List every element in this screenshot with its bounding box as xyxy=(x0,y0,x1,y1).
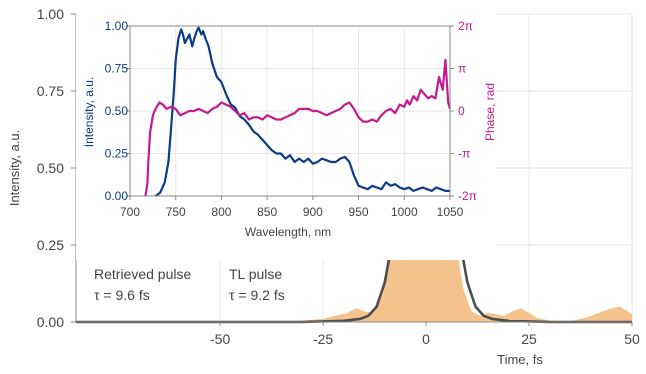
inset-y2-tick-label-2: 2π xyxy=(458,19,473,33)
inset-x-tick-label-950: 950 xyxy=(349,205,369,219)
outer-x-tick-label-0: 0 xyxy=(422,331,430,347)
legend-tau-retrieved-pulse: τ = 9.6 fs xyxy=(94,287,150,303)
inset-y-tick-label-0-25: 0.25 xyxy=(105,147,129,161)
outer-x-tick-label-50: -50 xyxy=(210,331,230,347)
legend-tau-tl-pulse: τ = 9.2 fs xyxy=(229,287,285,303)
inset-y-tick-label-0: 0.00 xyxy=(105,189,129,203)
inset-chart: 0.00 0.25 0.50 0.75 1.00 -2π -π 0 π 2π 700 750 800 85… xyxy=(76,4,497,260)
outer-x-tick-label-25: -25 xyxy=(313,331,333,347)
inset-x-axis-label: Wavelength, nm xyxy=(245,225,331,239)
outer-y-axis-label: Intensity, a.u. xyxy=(7,130,22,206)
inset-x-tick-label-1000: 1000 xyxy=(391,205,418,219)
inset-x-tick-label-800: 800 xyxy=(211,205,231,219)
inset-x-tick-label-1050: 1050 xyxy=(437,205,464,219)
inset-y-axis-label-left: Intensity, a.u. xyxy=(82,77,96,147)
outer-y-tick-label-0-5: 0.50 xyxy=(37,160,64,176)
outer-x-tick-label-50: 50 xyxy=(624,331,640,347)
inset-y-tick-label-1: 1.00 xyxy=(105,19,129,33)
legend-label-tl-pulse: TL pulse xyxy=(229,266,282,282)
inset-x-tick-label-850: 850 xyxy=(257,205,277,219)
inset-x-tick-label-750: 750 xyxy=(166,205,186,219)
inset-y-axis-label-right: Phase, rad xyxy=(483,83,497,141)
outer-y-tick-label-0: 0.00 xyxy=(37,314,64,330)
inset-y2-tick-label-1: -π xyxy=(458,147,470,161)
outer-x-axis-label: Time, fs xyxy=(497,352,543,367)
outer-x-tick-label-25: 25 xyxy=(521,331,537,347)
legend-label-retrieved-pulse: Retrieved pulse xyxy=(94,266,191,282)
inset-x-tick-label-900: 900 xyxy=(303,205,323,219)
inset-y2-tick-label-2: -2π xyxy=(458,189,477,203)
outer-y-tick-label-0-75: 0.75 xyxy=(37,83,64,99)
outer-y-tick-label-0-25: 0.25 xyxy=(37,237,64,253)
inset-y2-tick-label-0: 0 xyxy=(458,104,465,118)
inset-y-tick-label-0-5: 0.50 xyxy=(105,104,129,118)
inset-y-tick-label-0-75: 0.75 xyxy=(105,62,129,76)
inset-x-tick-label-700: 700 xyxy=(120,205,140,219)
inset-background xyxy=(76,4,496,260)
inset-y2-tick-label-1: π xyxy=(458,62,466,76)
outer-y-tick-label-1: 1.00 xyxy=(37,6,64,22)
